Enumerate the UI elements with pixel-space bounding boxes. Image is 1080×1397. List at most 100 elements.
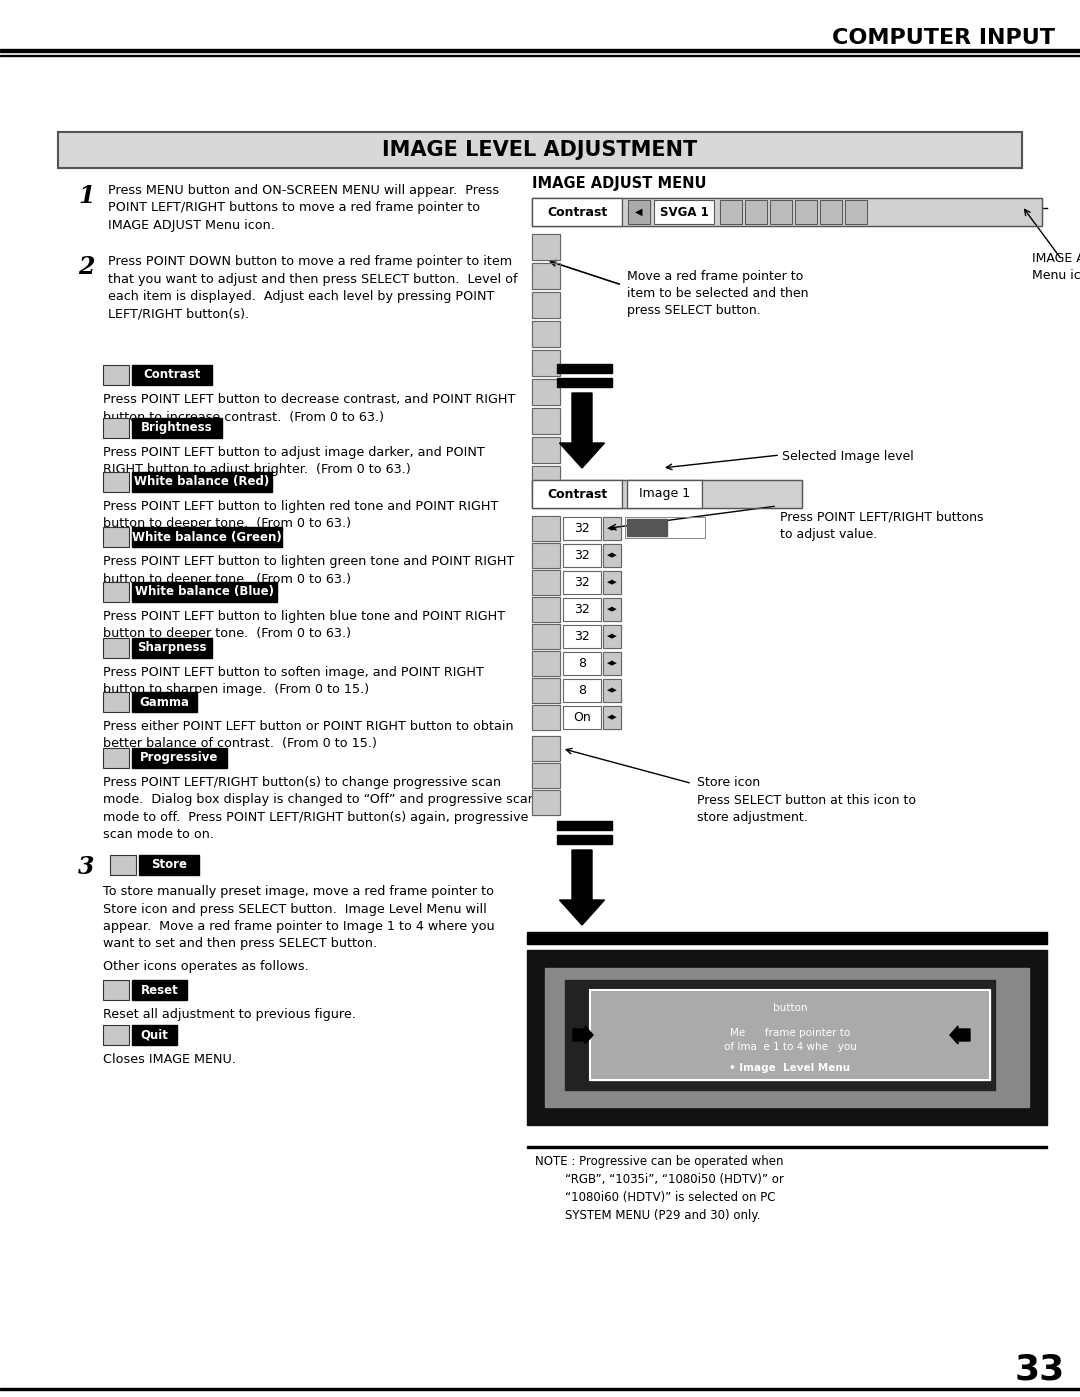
Bar — [532, 437, 561, 462]
Bar — [532, 736, 561, 761]
Bar — [603, 652, 621, 675]
Bar — [532, 543, 561, 569]
Bar — [563, 652, 600, 675]
Bar — [103, 527, 129, 548]
Bar — [563, 598, 600, 622]
FancyArrow shape — [950, 1025, 970, 1044]
Bar — [563, 571, 600, 594]
FancyArrow shape — [573, 1025, 593, 1044]
Bar — [532, 705, 561, 731]
Bar — [532, 705, 561, 731]
Bar — [603, 705, 621, 729]
Bar — [139, 855, 199, 875]
Bar — [532, 763, 561, 788]
Text: Store: Store — [151, 859, 187, 872]
Bar — [532, 198, 1042, 226]
Bar — [603, 571, 621, 594]
Text: On: On — [573, 711, 591, 724]
Bar — [132, 747, 227, 768]
Bar — [132, 638, 212, 658]
Bar — [557, 835, 612, 844]
Bar — [795, 200, 816, 224]
Bar — [563, 679, 600, 703]
Text: White balance (Red): White balance (Red) — [134, 475, 270, 489]
Bar — [103, 527, 129, 548]
FancyArrow shape — [559, 393, 605, 468]
Bar — [603, 517, 621, 541]
Bar — [654, 200, 714, 224]
Bar — [770, 200, 792, 224]
Bar — [132, 365, 212, 386]
Text: Press POINT LEFT button to lighten red tone and POINT RIGHT
button to deeper ton: Press POINT LEFT button to lighten red t… — [103, 500, 498, 531]
Bar — [532, 351, 561, 376]
Bar — [603, 705, 621, 729]
Text: Contrast: Contrast — [546, 205, 607, 218]
Bar — [532, 198, 622, 226]
Text: White balance (Blue): White balance (Blue) — [135, 585, 274, 598]
Bar — [532, 467, 561, 492]
Bar — [527, 950, 1047, 1125]
Bar — [532, 235, 561, 260]
Bar — [745, 200, 767, 224]
Text: Contrast: Contrast — [144, 369, 201, 381]
Bar — [532, 379, 561, 405]
Bar — [627, 200, 650, 224]
Text: Reset: Reset — [140, 983, 178, 996]
Bar — [532, 198, 622, 226]
Bar — [625, 517, 705, 538]
Bar — [532, 481, 622, 509]
Bar — [770, 200, 792, 224]
Bar — [563, 517, 600, 541]
Bar — [532, 481, 622, 509]
Text: Move a red frame pointer to
item to be selected and then
press SELECT button.: Move a red frame pointer to item to be s… — [627, 270, 809, 317]
Bar — [132, 692, 197, 712]
Bar — [532, 651, 561, 676]
Bar — [745, 200, 767, 224]
Bar — [532, 651, 561, 676]
Text: Reset all adjustment to previous figure.: Reset all adjustment to previous figure. — [103, 1009, 356, 1021]
Text: 32: 32 — [575, 576, 590, 590]
Bar — [563, 705, 600, 729]
Bar — [532, 263, 561, 289]
Bar — [103, 472, 129, 492]
Text: Press POINT LEFT button to lighten green tone and POINT RIGHT
button to deeper t: Press POINT LEFT button to lighten green… — [103, 555, 514, 585]
Bar — [603, 624, 621, 648]
Text: ◀▶: ◀▶ — [607, 661, 618, 666]
Text: 33: 33 — [1015, 1354, 1065, 1387]
Text: 32: 32 — [575, 549, 590, 562]
Bar — [532, 624, 561, 650]
Bar — [625, 517, 705, 538]
Bar — [563, 543, 600, 567]
Text: 1: 1 — [78, 184, 95, 208]
Text: Me      frame pointer to
of Ima  e 1 to 4 whe   you: Me frame pointer to of Ima e 1 to 4 whe … — [724, 1028, 856, 1052]
Bar — [627, 200, 650, 224]
Bar — [532, 736, 561, 761]
Bar — [132, 981, 187, 1000]
Bar — [103, 747, 129, 768]
Bar — [603, 598, 621, 622]
Text: IMAGE LEVEL ADJUSTMENT: IMAGE LEVEL ADJUSTMENT — [382, 140, 698, 161]
Bar — [603, 679, 621, 703]
Bar — [532, 597, 561, 622]
Bar — [132, 527, 282, 548]
Bar — [0, 49, 1080, 52]
Text: 8: 8 — [578, 685, 586, 697]
Text: Image 1: Image 1 — [639, 488, 690, 500]
Text: Sharpness: Sharpness — [137, 641, 206, 655]
Bar — [603, 624, 621, 648]
Bar — [532, 678, 561, 703]
Text: Selected Image level: Selected Image level — [782, 450, 914, 462]
Bar — [627, 481, 702, 509]
Bar — [532, 321, 561, 346]
Text: Gamma: Gamma — [139, 696, 189, 708]
Bar — [110, 855, 136, 875]
Bar — [627, 481, 702, 509]
Bar — [132, 1025, 177, 1045]
Text: ◀▶: ◀▶ — [607, 552, 618, 559]
Bar — [603, 543, 621, 567]
Bar — [603, 571, 621, 594]
Bar — [603, 679, 621, 703]
Bar — [532, 235, 561, 260]
Bar — [654, 200, 714, 224]
Text: Press either POINT LEFT button or POINT RIGHT button to obtain
better balance of: Press either POINT LEFT button or POINT … — [103, 719, 514, 750]
